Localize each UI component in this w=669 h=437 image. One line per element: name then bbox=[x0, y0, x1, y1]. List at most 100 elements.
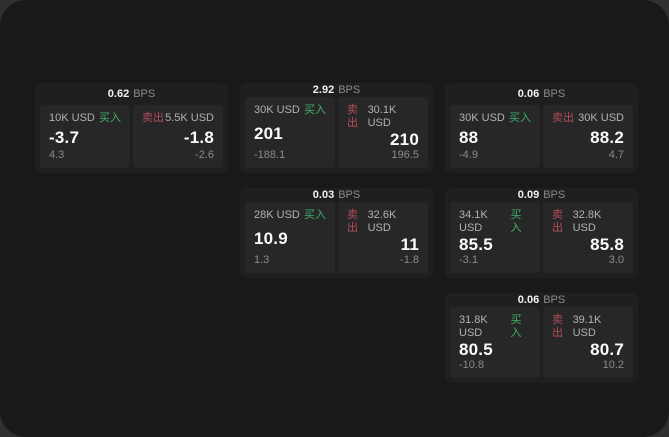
sell-panel[interactable]: 卖出 5.5K USD -1.8 -2.6 bbox=[133, 105, 223, 168]
spread-bps-value: 0.06 bbox=[517, 294, 540, 306]
buy-price: 85.5 bbox=[459, 235, 493, 254]
sell-sub-value: 3.0 bbox=[608, 254, 624, 266]
sell-price: 88.2 bbox=[590, 127, 624, 147]
sell-panel-header: 卖出 39.1K USD bbox=[552, 314, 624, 340]
sell-side-label: 卖出 bbox=[347, 104, 358, 129]
buy-side-label: 买入 bbox=[99, 112, 121, 124]
buy-panel[interactable]: 10K USD 买入 -3.7 4.3 bbox=[40, 105, 130, 168]
buy-panel-header: 10K USD 买入 bbox=[49, 112, 121, 125]
buy-side-label: 买入 bbox=[304, 104, 326, 116]
sell-amount: 32.8K USD bbox=[572, 209, 602, 234]
buy-sub-value: 1.3 bbox=[254, 254, 270, 266]
sell-amount: 32.6K USD bbox=[367, 209, 397, 234]
bps-unit-label: BPS bbox=[133, 88, 156, 100]
buy-side-label: 买入 bbox=[304, 209, 326, 221]
sell-panel[interactable]: 卖出 39.1K USD 80.7 10.2 bbox=[543, 307, 633, 378]
buy-sub-value: -10.8 bbox=[459, 359, 485, 371]
sell-price: 11 bbox=[400, 235, 419, 254]
sell-sub-value: -1.8 bbox=[400, 254, 419, 266]
quote-panels: 34.1K USD 买入 85.5 -3.1 卖出 32.8K USD 85.8… bbox=[445, 202, 638, 278]
quote-panels: 28K USD 买入 10.9 1.3 卖出 32.6K USD 11 -1.8 bbox=[240, 202, 433, 278]
card-header: 0.62 BPS bbox=[35, 83, 228, 105]
bps-unit-label: BPS bbox=[543, 189, 566, 201]
spread-bps-value: 0.06 bbox=[517, 88, 540, 100]
buy-price: 201 bbox=[254, 123, 283, 143]
sell-price: -1.8 bbox=[183, 127, 214, 147]
sell-side-label: 卖出 bbox=[552, 112, 574, 124]
bps-unit-label: BPS bbox=[543, 294, 566, 306]
quote-panels: 30K USD 买入 88 -4.9 卖出 30K USD 88.2 4.7 bbox=[445, 105, 638, 173]
sell-side-label: 卖出 bbox=[142, 112, 164, 124]
sell-amount: 30K USD bbox=[578, 112, 624, 124]
buy-sub-value: -188.1 bbox=[254, 149, 286, 161]
sell-sub-value: -2.6 bbox=[195, 149, 214, 161]
card-header: 0.09 BPS bbox=[445, 188, 638, 202]
sell-panel[interactable]: 卖出 32.8K USD 85.8 3.0 bbox=[543, 202, 633, 273]
buy-panel-header: 30K USD 买入 bbox=[459, 112, 531, 125]
buy-panel-header: 31.8K USD 买入 bbox=[459, 314, 531, 340]
quote-panels: 30K USD 买入 201 -188.1 卖出 30.1K USD 210 1… bbox=[240, 97, 433, 173]
quote-card: 0.62 BPS 10K USD 买入 -3.7 4.3 卖出 5.5K USD… bbox=[35, 83, 228, 173]
sell-panel-header: 卖出 30.1K USD bbox=[347, 104, 419, 130]
sell-side-label: 卖出 bbox=[552, 209, 563, 234]
quote-panels: 10K USD 买入 -3.7 4.3 卖出 5.5K USD -1.8 -2.… bbox=[35, 105, 228, 173]
sell-side-label: 卖出 bbox=[552, 314, 563, 339]
buy-sub-value: 4.3 bbox=[49, 149, 65, 161]
quote-cards-grid: 0.62 BPS 10K USD 买入 -3.7 4.3 卖出 5.5K USD… bbox=[35, 83, 638, 383]
buy-side-label: 买入 bbox=[510, 209, 522, 234]
buy-panel-header: 28K USD 买入 bbox=[254, 209, 326, 222]
sell-sub-value: 196.5 bbox=[391, 149, 419, 161]
bps-unit-label: BPS bbox=[543, 88, 566, 100]
sell-panel[interactable]: 卖出 30K USD 88.2 4.7 bbox=[543, 105, 633, 168]
sell-price: 85.8 bbox=[590, 235, 624, 254]
sell-side-label: 卖出 bbox=[347, 209, 358, 234]
buy-side-label: 买入 bbox=[510, 314, 522, 339]
sell-price: 80.7 bbox=[590, 340, 624, 359]
sell-panel[interactable]: 卖出 30.1K USD 210 196.5 bbox=[338, 97, 428, 168]
buy-panel[interactable]: 30K USD 买入 201 -188.1 bbox=[245, 97, 335, 168]
sell-panel-header: 卖出 32.6K USD bbox=[347, 209, 419, 235]
quote-card: 0.03 BPS 28K USD 买入 10.9 1.3 卖出 32.6K US… bbox=[240, 188, 433, 278]
buy-price: 10.9 bbox=[254, 228, 288, 248]
quote-card: 0.06 BPS 30K USD 买入 88 -4.9 卖出 30K USD 8… bbox=[445, 83, 638, 173]
buy-price: -3.7 bbox=[49, 127, 80, 147]
buy-panel-header: 34.1K USD 买入 bbox=[459, 209, 531, 235]
buy-amount: 28K USD bbox=[254, 209, 300, 221]
card-header: 0.03 BPS bbox=[240, 188, 433, 202]
buy-amount: 30K USD bbox=[459, 112, 505, 124]
sell-amount: 39.1K USD bbox=[572, 314, 602, 339]
buy-panel[interactable]: 28K USD 买入 10.9 1.3 bbox=[245, 202, 335, 273]
spread-bps-value: 0.62 bbox=[107, 88, 130, 100]
buy-price: 80.5 bbox=[459, 340, 493, 359]
sell-panel-header: 卖出 32.8K USD bbox=[552, 209, 624, 235]
quote-card: 0.06 BPS 31.8K USD 买入 80.5 -10.8 卖出 39.1… bbox=[445, 293, 638, 383]
bps-unit-label: BPS bbox=[338, 189, 361, 201]
buy-side-label: 买入 bbox=[509, 112, 531, 124]
spread-bps-value: 2.92 bbox=[312, 84, 335, 96]
quote-panels: 31.8K USD 买入 80.5 -10.8 卖出 39.1K USD 80.… bbox=[445, 307, 638, 383]
spread-bps-value: 0.03 bbox=[312, 189, 335, 201]
bps-unit-label: BPS bbox=[338, 84, 361, 96]
buy-panel[interactable]: 30K USD 买入 88 -4.9 bbox=[450, 105, 540, 168]
quote-card: 0.09 BPS 34.1K USD 买入 85.5 -3.1 卖出 32.8K… bbox=[445, 188, 638, 278]
sell-price: 210 bbox=[390, 130, 419, 149]
card-header: 2.92 BPS bbox=[240, 83, 433, 97]
buy-sub-value: -4.9 bbox=[459, 149, 478, 161]
buy-amount: 34.1K USD bbox=[459, 209, 488, 234]
buy-amount: 30K USD bbox=[254, 104, 300, 116]
sell-sub-value: 4.7 bbox=[608, 149, 624, 161]
quote-card: 2.92 BPS 30K USD 买入 201 -188.1 卖出 30.1K … bbox=[240, 83, 433, 173]
card-header: 0.06 BPS bbox=[445, 293, 638, 307]
buy-amount: 31.8K USD bbox=[459, 314, 488, 339]
buy-amount: 10K USD bbox=[49, 112, 95, 124]
spread-bps-value: 0.09 bbox=[517, 189, 540, 201]
buy-panel[interactable]: 34.1K USD 买入 85.5 -3.1 bbox=[450, 202, 540, 273]
sell-panel[interactable]: 卖出 32.6K USD 11 -1.8 bbox=[338, 202, 428, 273]
sell-panel-header: 卖出 30K USD bbox=[552, 112, 624, 125]
buy-panel[interactable]: 31.8K USD 买入 80.5 -10.8 bbox=[450, 307, 540, 378]
card-header: 0.06 BPS bbox=[445, 83, 638, 105]
sell-amount: 5.5K USD bbox=[165, 112, 214, 124]
buy-sub-value: -3.1 bbox=[459, 254, 478, 266]
buy-price: 88 bbox=[459, 127, 479, 147]
